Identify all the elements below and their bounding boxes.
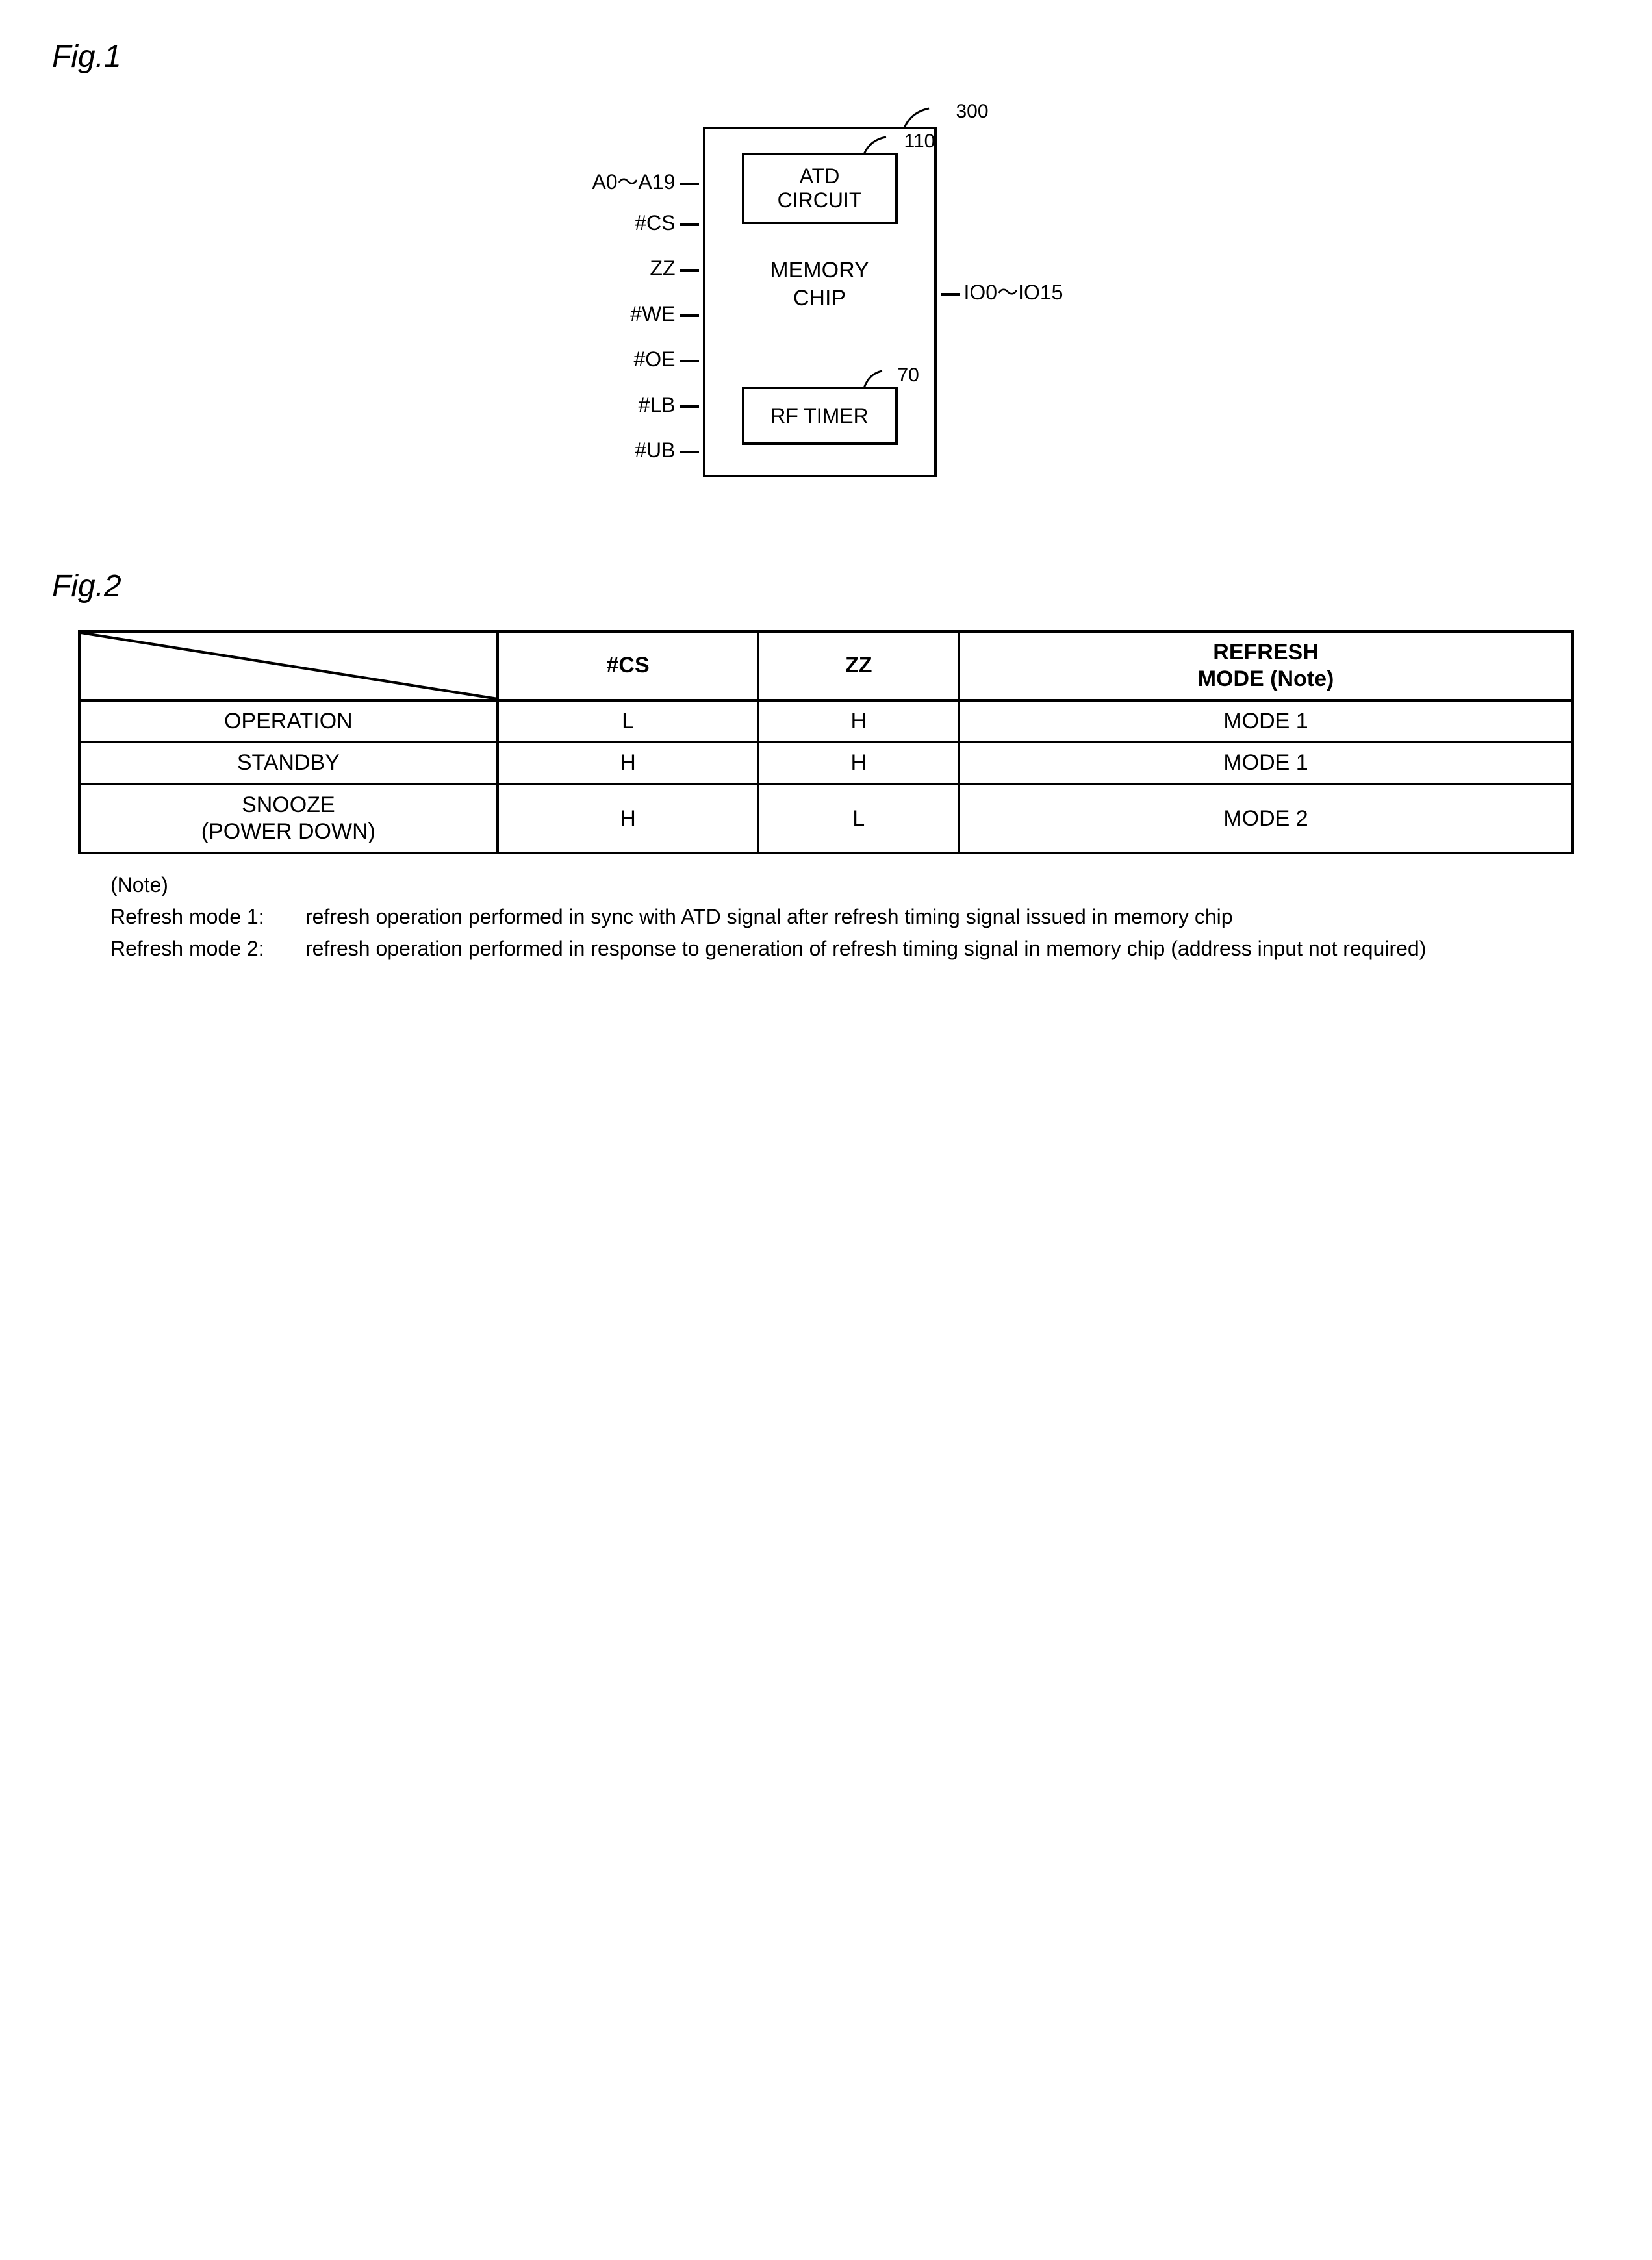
cell-cs: H (498, 742, 759, 784)
fig1-label: Fig.1 (52, 39, 1600, 75)
row-name: STANDBY (79, 742, 498, 784)
cell-mode: MODE 2 (959, 784, 1573, 853)
col-refresh: REFRESH MODE (Note) (959, 631, 1573, 700)
table-header-row: #CS ZZ REFRESH MODE (Note) (79, 631, 1573, 700)
fig2-label: Fig.2 (52, 568, 1600, 604)
cell-cs: H (498, 784, 759, 853)
note-key: Refresh mode 2: (110, 935, 305, 963)
pin-zz: ZZ (650, 257, 702, 281)
row-name: SNOOZE (POWER DOWN) (79, 784, 498, 853)
pin-io: IO0～IO15 (937, 276, 1063, 306)
note-val: refresh operation performed in sync with… (305, 903, 1542, 931)
pin-ub: #UB (635, 438, 702, 463)
pin-cs: #CS (635, 211, 702, 235)
note-row: Refresh mode 1: refresh operation perfor… (110, 903, 1542, 931)
pin-we: #WE (630, 302, 702, 326)
pin-lb: #LB (639, 393, 703, 417)
note-block: (Note) Refresh mode 1: refresh operation… (110, 871, 1542, 963)
note-key: Refresh mode 1: (110, 903, 305, 931)
memory-chip-label: MEMORY CHIP (703, 257, 937, 312)
table-corner-cell (79, 631, 498, 700)
rf-timer-box: RF TIMER (742, 387, 898, 445)
cell-cs: L (498, 700, 759, 743)
fig2-container: #CS ZZ REFRESH MODE (Note) OPERATION L H… (78, 630, 1574, 963)
cell-mode: MODE 1 (959, 742, 1573, 784)
cell-zz: H (758, 742, 959, 784)
col-zz: ZZ (758, 631, 959, 700)
table-row: OPERATION L H MODE 1 (79, 700, 1573, 743)
note-val: refresh operation performed in response … (305, 935, 1542, 963)
atd-circuit-box: ATD CIRCUIT (742, 153, 898, 224)
mode-table: #CS ZZ REFRESH MODE (Note) OPERATION L H… (78, 630, 1574, 854)
table-row: SNOOZE (POWER DOWN) H L MODE 2 (79, 784, 1573, 853)
col-cs: #CS (498, 631, 759, 700)
table-row: STANDBY H H MODE 1 (79, 742, 1573, 784)
pin-oe: #OE (633, 348, 702, 372)
cell-zz: L (758, 784, 959, 853)
note-title: (Note) (110, 871, 1542, 899)
cell-zz: H (758, 700, 959, 743)
note-row: Refresh mode 2: refresh operation perfor… (110, 935, 1542, 963)
row-name: OPERATION (79, 700, 498, 743)
fig1-container: 300 110 70 ATD CIRCUIT MEMORY CHIP RF TI… (52, 101, 1600, 490)
cell-mode: MODE 1 (959, 700, 1573, 743)
pin-a0-a19: A0～A19 (592, 166, 702, 196)
